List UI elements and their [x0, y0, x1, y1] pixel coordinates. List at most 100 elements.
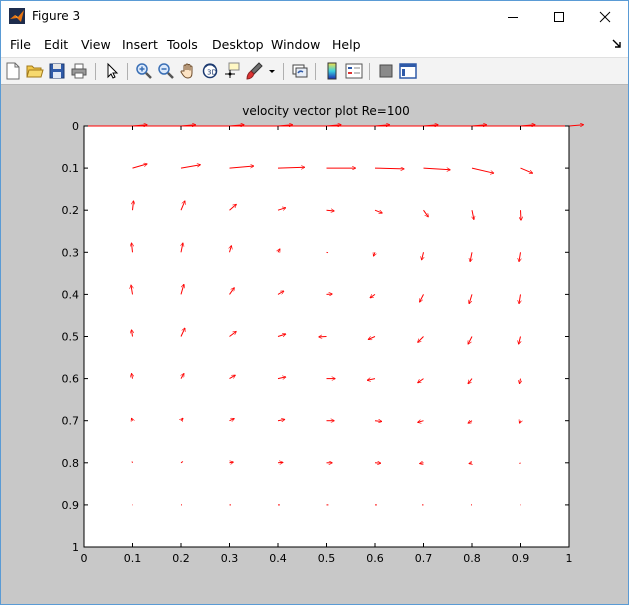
- menu-view[interactable]: View: [81, 37, 111, 52]
- hide-plot-tools-button[interactable]: [377, 62, 395, 80]
- data-cursor-icon: [225, 62, 240, 78]
- menu-desktop[interactable]: Desktop: [212, 37, 264, 52]
- velocity-vector: [277, 377, 286, 379]
- open-folder-icon: [26, 65, 44, 78]
- velocity-vector: [519, 294, 521, 303]
- y-tick-label: 0.8: [62, 457, 80, 470]
- velocity-vector: [230, 246, 232, 253]
- y-tick-label: 0.2: [62, 204, 80, 217]
- figure-toolbar: 3D: [1, 57, 628, 85]
- velocity-vector: [181, 418, 183, 421]
- velocity-vector: [423, 209, 429, 217]
- brush-button[interactable]: [245, 62, 263, 80]
- show-plot-tools-button[interactable]: [399, 62, 417, 80]
- maximize-button[interactable]: [536, 1, 582, 32]
- velocity-vector: [229, 419, 235, 421]
- menu-window[interactable]: Window: [271, 37, 321, 52]
- arrow-pointer-icon: [107, 62, 119, 79]
- y-tick-label: 0.7: [62, 415, 80, 428]
- insert-colorbar-button[interactable]: [323, 62, 341, 80]
- velocity-vector: [520, 167, 533, 173]
- velocity-vector: [181, 243, 183, 253]
- velocity-vector: [520, 421, 521, 424]
- close-icon: [599, 11, 611, 22]
- minimize-icon: [508, 16, 518, 18]
- toolbar-separator: [95, 63, 96, 80]
- velocity-vector: [519, 252, 521, 261]
- toolbar-separator: [283, 63, 284, 80]
- velocity-vector: [374, 168, 404, 169]
- toolbar-separator: [315, 63, 316, 80]
- dock-arrow-icon[interactable]: [612, 39, 622, 49]
- velocity-vector: [278, 249, 280, 252]
- figure-canvas[interactable]: 0 0.1 0.2 0.3 0.4 0.5 0.6 0.7 0.8 0.9 1 0 0.1 0.2 0.3 0…: [1, 85, 628, 604]
- velocity-vector: [367, 379, 376, 381]
- velocity-vector: [180, 165, 200, 169]
- velocity-vector: [469, 463, 472, 464]
- velocity-vector: [374, 252, 376, 256]
- x-tick-label: 0.6: [366, 552, 384, 565]
- velocity-vector: [229, 288, 235, 295]
- link-plot-button[interactable]: [291, 62, 309, 80]
- menu-insert[interactable]: Insert: [122, 37, 158, 52]
- velocity-vector: [229, 204, 237, 211]
- velocity-vector: [180, 284, 184, 295]
- velocity-vector: [133, 201, 134, 211]
- edit-plot-button[interactable]: [103, 62, 121, 80]
- maximize-icon: [554, 11, 564, 22]
- velocity-vector: [418, 421, 424, 423]
- y-tick-label: 0.4: [62, 288, 80, 301]
- zoom-in-button[interactable]: [135, 62, 153, 80]
- velocity-vector: [370, 293, 376, 297]
- zoom-out-button[interactable]: [157, 62, 175, 80]
- toolbar-separator: [127, 63, 128, 80]
- brush-dropdown-button[interactable]: [267, 62, 277, 80]
- velocity-vector: [420, 463, 424, 464]
- save-button[interactable]: [48, 62, 66, 80]
- dropdown-arrow-icon: [269, 70, 275, 73]
- menu-tools[interactable]: Tools: [167, 37, 198, 52]
- velocity-vector: [521, 210, 522, 220]
- y-tick-label: 0.1: [62, 162, 80, 175]
- velocity-vector: [468, 421, 473, 424]
- velocity-vector: [423, 168, 451, 170]
- y-tick-label: 0.6: [62, 373, 80, 386]
- velocity-vector: [468, 336, 473, 345]
- velocity-vector: [277, 167, 305, 168]
- velocity-vector: [229, 331, 237, 337]
- open-file-button[interactable]: [26, 62, 44, 80]
- x-tick-label: 0.1: [124, 552, 142, 565]
- new-figure-icon: [6, 62, 20, 80]
- velocity-vector: [180, 461, 184, 464]
- menu-help[interactable]: Help: [332, 37, 361, 52]
- y-tick-label: 0.9: [62, 499, 80, 512]
- velocity-vector: [132, 164, 148, 169]
- velocity-vector: [132, 243, 133, 253]
- velocity-vector: [277, 208, 286, 211]
- x-tick-label: 0.7: [415, 552, 433, 565]
- data-cursor-button[interactable]: [223, 62, 241, 80]
- x-tick-label: 0.9: [512, 552, 530, 565]
- close-button[interactable]: [582, 1, 628, 32]
- new-figure-button[interactable]: [4, 62, 22, 80]
- velocity-vector: [418, 378, 424, 383]
- velocity-vector: [229, 375, 236, 380]
- x-tick-label: 0.8: [463, 552, 481, 565]
- menu-file[interactable]: File: [10, 37, 31, 52]
- velocity-vector: [470, 252, 472, 261]
- print-button[interactable]: [70, 62, 88, 80]
- link-plot-icon: [292, 64, 308, 78]
- minimize-button[interactable]: [490, 1, 536, 32]
- velocity-vector: [229, 462, 234, 463]
- title-bar[interactable]: Figure 3: [1, 1, 628, 32]
- colorbar-icon: [327, 62, 337, 80]
- pan-button[interactable]: [179, 62, 197, 80]
- y-tick-label: 1: [72, 541, 79, 554]
- insert-legend-button[interactable]: [345, 62, 363, 80]
- velocity-vector: [132, 418, 133, 421]
- rotate-3d-button[interactable]: 3D: [201, 62, 219, 80]
- printer-icon: [71, 63, 87, 79]
- x-tick-label: 0.4: [269, 552, 287, 565]
- hand-pan-icon: [180, 63, 193, 79]
- menu-edit[interactable]: Edit: [44, 37, 69, 52]
